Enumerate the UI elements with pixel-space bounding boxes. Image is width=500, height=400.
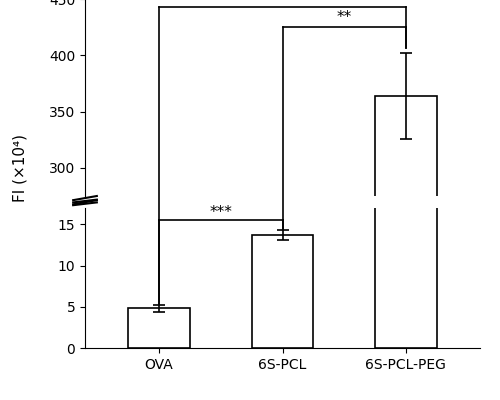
Bar xyxy=(128,308,190,348)
Bar xyxy=(375,96,437,400)
Text: FI (×10⁴): FI (×10⁴) xyxy=(12,134,28,202)
Text: **: ** xyxy=(275,0,290,5)
Text: ***: *** xyxy=(210,204,232,220)
Bar xyxy=(375,0,437,348)
Bar xyxy=(252,235,314,348)
Text: **: ** xyxy=(336,10,352,25)
